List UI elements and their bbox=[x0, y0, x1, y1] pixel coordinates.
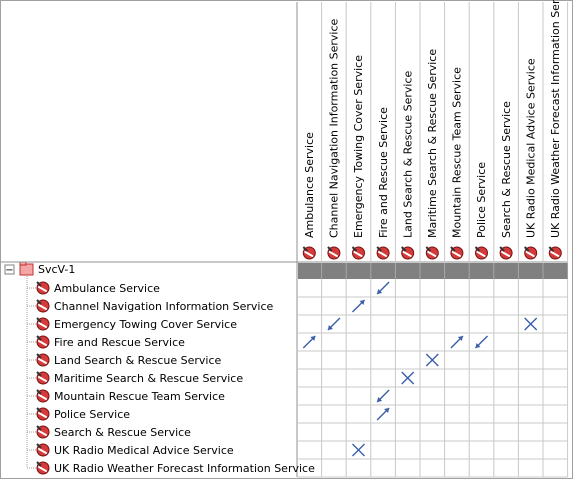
service-icon bbox=[36, 407, 50, 421]
column-header-label: Police Service bbox=[475, 162, 488, 238]
service-icon bbox=[474, 246, 488, 260]
service-icon bbox=[400, 246, 415, 260]
matrix-cell-arrow-down-left[interactable] bbox=[475, 335, 488, 349]
matrix-cell-arrow-down-left[interactable] bbox=[376, 281, 390, 295]
expand-toggle-symbol: − bbox=[5, 265, 13, 276]
service-icon bbox=[425, 246, 439, 260]
column-header-label: Land Search & Rescue Service bbox=[401, 71, 414, 238]
service-icon bbox=[548, 246, 562, 260]
service-icon bbox=[327, 246, 341, 260]
tree-row-label: UK Radio Medical Advice Service bbox=[54, 444, 234, 457]
tree-row-label: Channel Navigation Information Service bbox=[54, 300, 274, 313]
matrix-cell-cross[interactable] bbox=[425, 353, 439, 367]
column-header[interactable]: Mountain Rescue Team Service bbox=[450, 2, 470, 477]
matrix-cell-arrow-down-left[interactable] bbox=[376, 389, 390, 403]
service-icon bbox=[523, 246, 538, 260]
matrix-cell-cross[interactable] bbox=[524, 317, 538, 331]
column-header-label: Channel Navigation Information Service bbox=[328, 18, 341, 238]
tree-row-label: Fire and Rescue Service bbox=[54, 336, 185, 349]
tree-row[interactable]: Ambulance Service bbox=[27, 281, 568, 298]
matrix-cell-arrow-up-right[interactable] bbox=[352, 299, 365, 313]
column-header[interactable]: Search & Rescue Service bbox=[499, 2, 519, 477]
matrix-cell-arrow-up-right[interactable] bbox=[302, 335, 316, 349]
tree-row-label: Ambulance Service bbox=[54, 282, 160, 295]
column-header-label: Search & Rescue Service bbox=[500, 101, 513, 238]
service-icon bbox=[36, 299, 50, 313]
tree-row-label: Emergency Towing Cover Service bbox=[54, 318, 237, 331]
service-icon bbox=[36, 461, 50, 475]
service-icon bbox=[36, 389, 50, 403]
service-icon bbox=[499, 246, 513, 260]
tree-row[interactable]: Mountain Rescue Team Service bbox=[27, 389, 568, 406]
service-icon bbox=[302, 246, 316, 260]
column-header[interactable]: Channel Navigation Information Service bbox=[327, 2, 347, 477]
tree-row[interactable]: Channel Navigation Information Service bbox=[27, 299, 568, 316]
tree-row[interactable]: Emergency Towing Cover Service bbox=[27, 317, 568, 334]
tree-row[interactable]: Fire and Rescue Service bbox=[27, 335, 568, 352]
tree-row[interactable]: Maritime Search & Rescue Service bbox=[27, 371, 568, 388]
service-icon bbox=[36, 425, 50, 439]
tree-row[interactable]: UK Radio Medical Advice Service bbox=[27, 443, 568, 460]
column-header-label: Emergency Towing Cover Service bbox=[352, 55, 365, 238]
service-icon bbox=[36, 335, 50, 349]
matrix-cell-arrow-down-left[interactable] bbox=[327, 317, 341, 331]
service-icon bbox=[36, 281, 50, 295]
service-icon bbox=[36, 371, 50, 385]
service-icon bbox=[376, 246, 390, 260]
tree-root-label: SvcV-1 bbox=[38, 263, 75, 276]
column-header[interactable]: UK Radio Medical Advice Service bbox=[523, 2, 544, 477]
tree-row-label: UK Radio Weather Forecast Information Se… bbox=[54, 462, 315, 475]
column-header-label: Ambulance Service bbox=[303, 132, 316, 238]
tree-row-label: Mountain Rescue Team Service bbox=[54, 390, 225, 403]
column-header-label: UK Radio Medical Advice Service bbox=[524, 58, 537, 238]
column-header[interactable]: Maritime Search & Rescue Service bbox=[425, 2, 446, 477]
column-header[interactable]: UK Radio Weather Forecast Information Se… bbox=[548, 0, 569, 477]
matrix-cell-cross[interactable] bbox=[401, 371, 415, 385]
tree-row-label: Land Search & Rescue Service bbox=[54, 354, 221, 367]
matrix-cell-cross[interactable] bbox=[352, 443, 365, 457]
matrix-cell-arrow-up-right[interactable] bbox=[376, 407, 390, 421]
tree-row[interactable]: UK Radio Weather Forecast Information Se… bbox=[27, 461, 568, 478]
service-icon bbox=[450, 246, 464, 260]
column-header[interactable]: Land Search & Rescue Service bbox=[400, 2, 421, 477]
column-header-label: Mountain Rescue Team Service bbox=[451, 67, 464, 238]
folder-icon bbox=[19, 261, 34, 276]
tree-row[interactable]: Search & Rescue Service bbox=[27, 425, 568, 442]
tree-root[interactable]: − SvcV-1 bbox=[4, 261, 75, 276]
expand-toggle[interactable] bbox=[4, 264, 15, 275]
column-header[interactable]: Police Service bbox=[474, 2, 495, 477]
column-header-bar bbox=[298, 263, 568, 279]
column-header[interactable]: Ambulance Service bbox=[302, 2, 323, 477]
tree-row-label: Search & Rescue Service bbox=[54, 426, 191, 439]
service-icon bbox=[36, 443, 50, 457]
tree-row[interactable]: Police Service bbox=[27, 407, 568, 424]
service-icon bbox=[351, 246, 365, 260]
column-header-label: Fire and Rescue Service bbox=[377, 107, 390, 238]
service-icon bbox=[36, 317, 50, 331]
tree-row-label: Maritime Search & Rescue Service bbox=[54, 372, 243, 385]
column-header[interactable]: Emergency Towing Cover Service bbox=[351, 2, 372, 477]
column-header-label: UK Radio Weather Forecast Information Se… bbox=[549, 0, 562, 238]
column-header[interactable]: Fire and Rescue Service bbox=[376, 2, 396, 477]
tree-row-label: Police Service bbox=[54, 408, 130, 421]
tree-row[interactable]: Land Search & Rescue Service bbox=[27, 353, 568, 370]
matrix-cell-arrow-up-right[interactable] bbox=[450, 335, 464, 349]
column-header-label: Maritime Search & Rescue Service bbox=[426, 49, 439, 238]
service-icon bbox=[36, 353, 50, 367]
